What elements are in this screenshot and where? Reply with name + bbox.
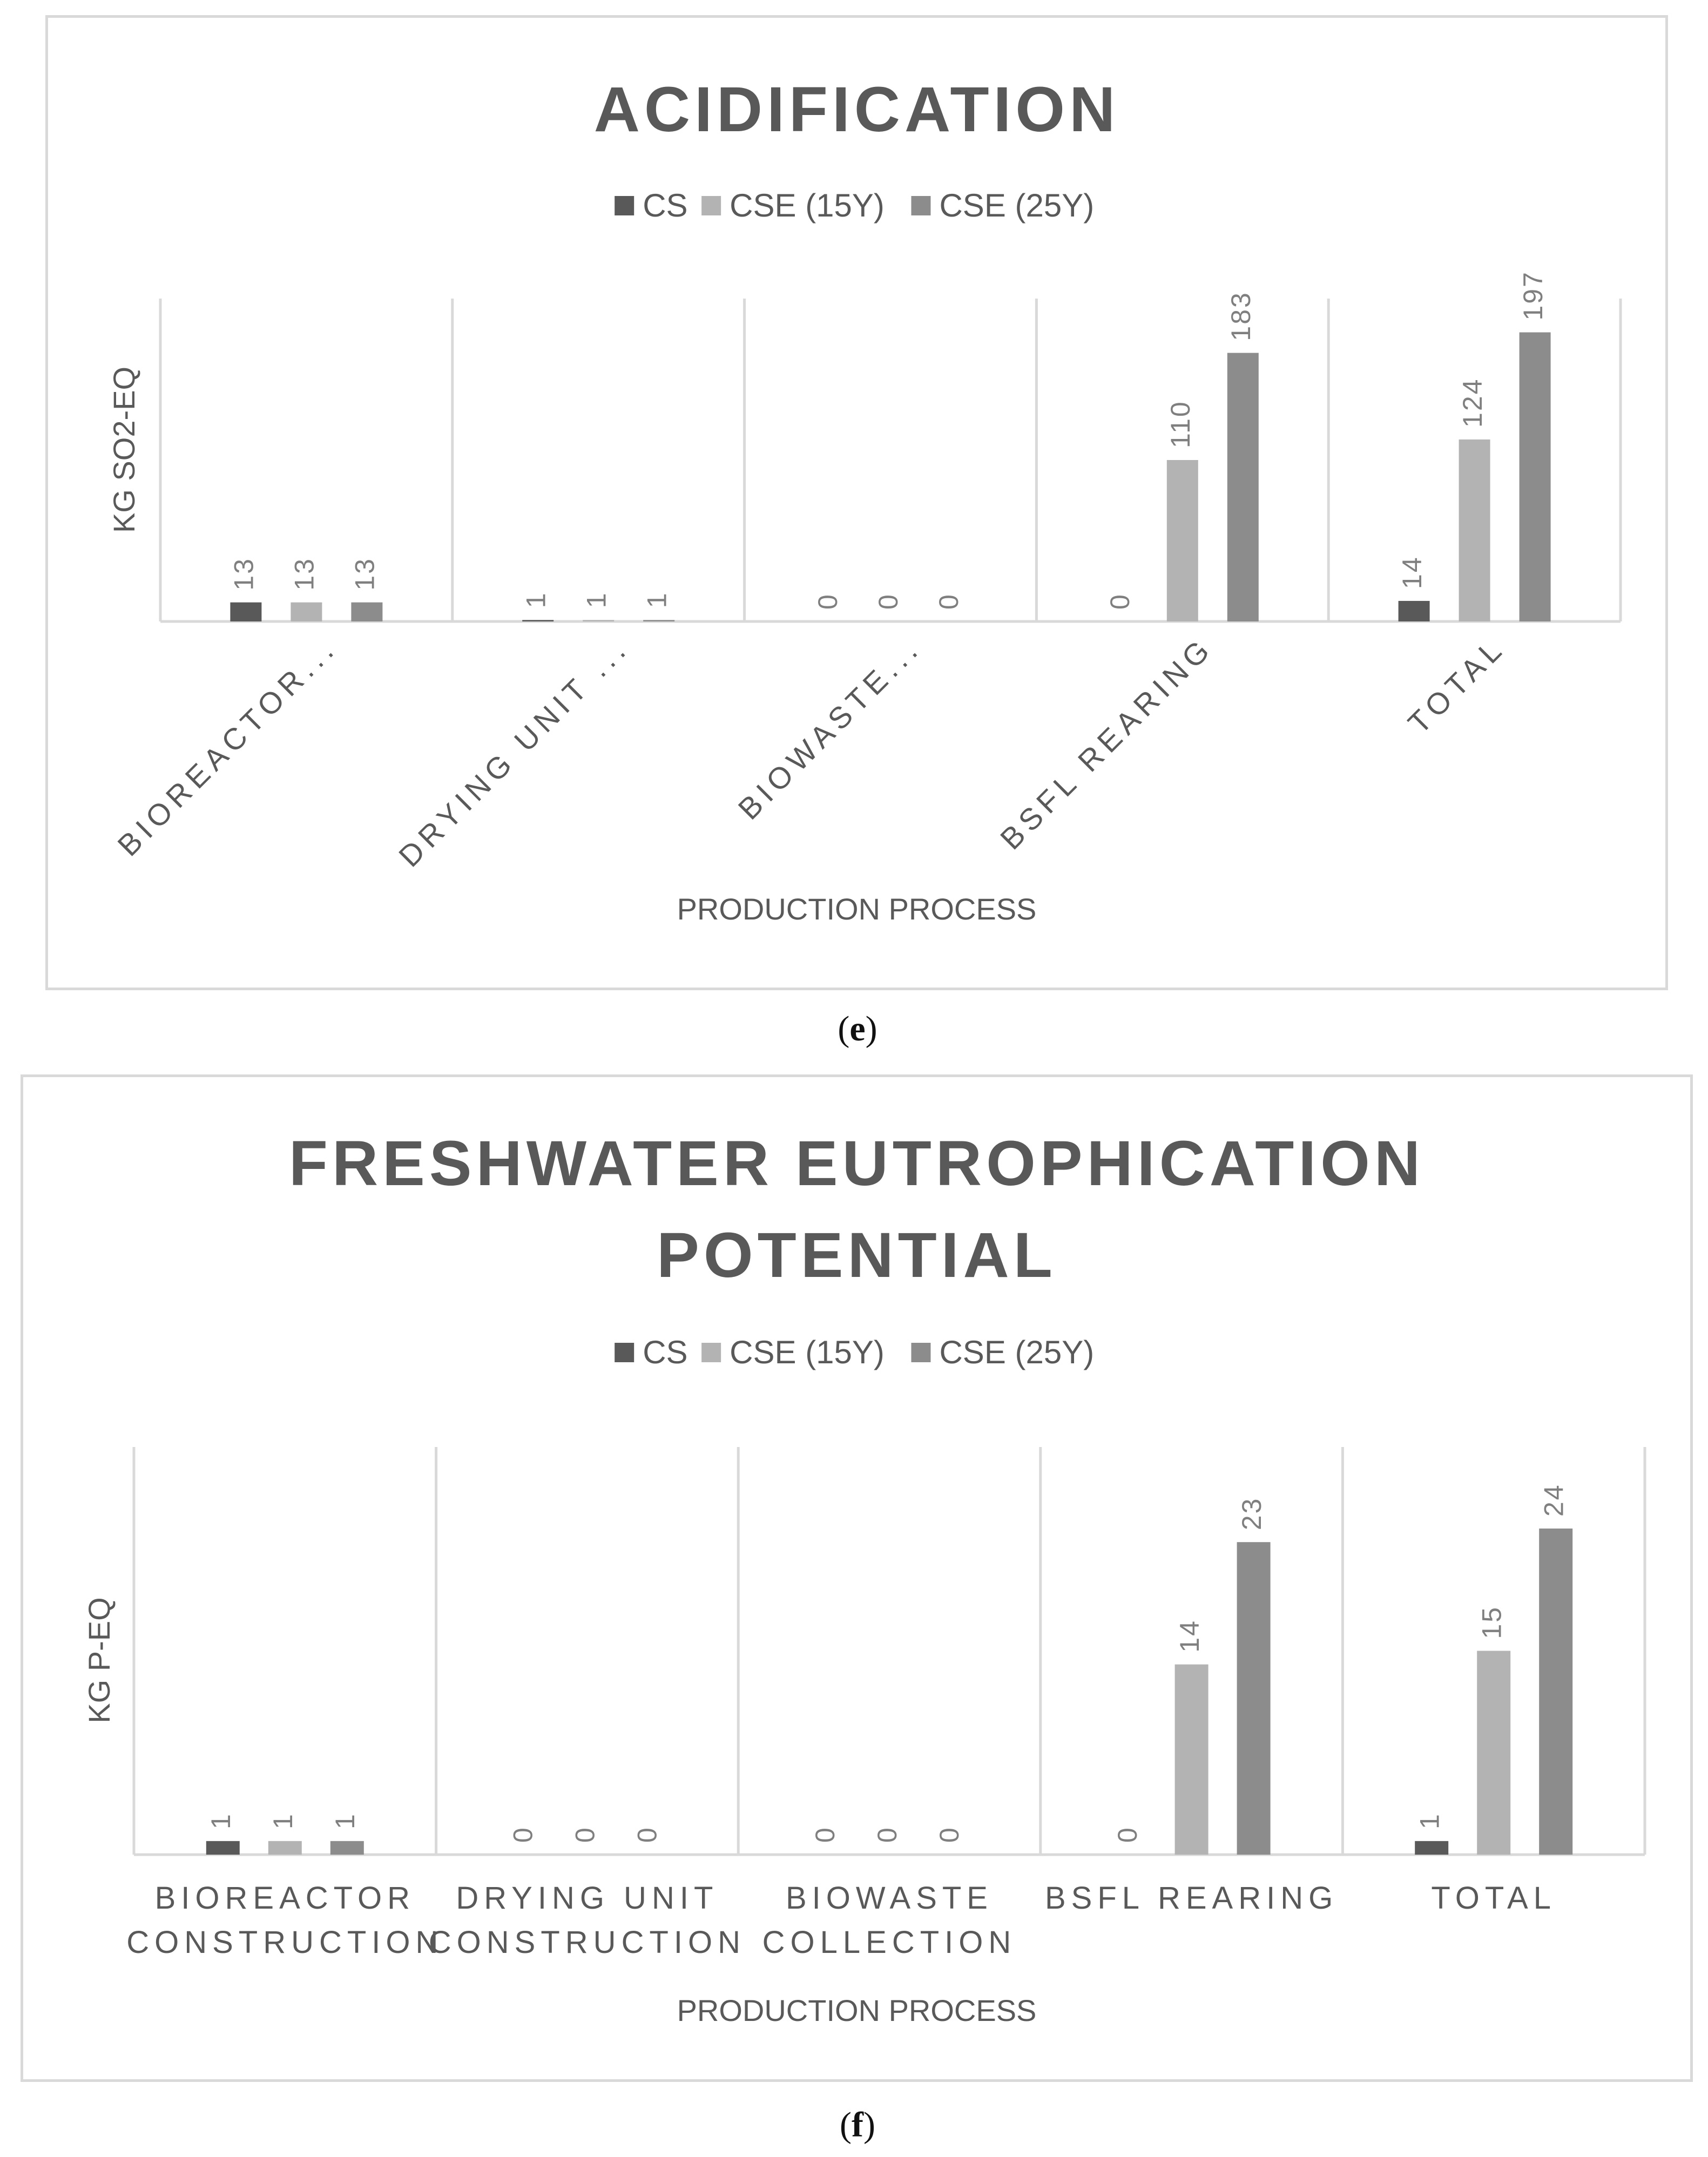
data-label: 1 bbox=[581, 591, 611, 608]
bar bbox=[1459, 439, 1490, 621]
category-label: BSFL REARING bbox=[994, 630, 1219, 856]
bar bbox=[291, 602, 322, 621]
legend-swatch bbox=[911, 196, 931, 215]
data-label: 15 bbox=[1476, 1606, 1507, 1639]
data-label: 0 bbox=[1105, 593, 1135, 610]
bar bbox=[1174, 1664, 1209, 1855]
chart-panel-freshwater-eutrophication: FRESHWATER EUTROPHICATION POTENTIAL CS CSE … bbox=[21, 1074, 1693, 2082]
bar bbox=[643, 620, 675, 621]
category-label: DRYING UNIT bbox=[456, 1881, 718, 1916]
data-label: 0 bbox=[934, 1826, 964, 1843]
data-label: 24 bbox=[1538, 1483, 1569, 1517]
data-label: 1 bbox=[521, 591, 551, 608]
category-label: BIOREACTOR... bbox=[111, 630, 343, 863]
legend-label: CSE (15Y) bbox=[730, 187, 885, 224]
category-label: CONSTRUCTION bbox=[126, 1925, 443, 1960]
legend-swatch bbox=[911, 1343, 931, 1362]
category-label: TOTAL bbox=[1401, 630, 1511, 740]
bar bbox=[1227, 353, 1259, 621]
data-label: 0 bbox=[810, 1826, 840, 1843]
category-label: BIOWASTE bbox=[786, 1881, 993, 1916]
bar bbox=[330, 1841, 364, 1855]
data-label: 13 bbox=[350, 557, 380, 591]
y-axis-title: KG SO2-EQ bbox=[107, 367, 141, 533]
chart-title: POTENTIAL bbox=[657, 1220, 1057, 1291]
acidification-chart: ACIDIFICATION CS CSE (15Y) CSE (25Y) 13 1 0 0 14… bbox=[107, 74, 1622, 926]
freshwater-eutrophication-chart: FRESHWATER EUTROPHICATION POTENTIAL CS CSE … bbox=[82, 1128, 1646, 2027]
legend-swatch bbox=[701, 196, 721, 215]
data-label: 23 bbox=[1237, 1497, 1267, 1531]
data-label: 0 bbox=[934, 593, 964, 610]
data-label: 197 bbox=[1518, 271, 1548, 320]
data-label: 0 bbox=[873, 593, 903, 610]
legend-label: CSE (25Y) bbox=[939, 187, 1094, 224]
category-label: CONSTRUCTION bbox=[429, 1925, 746, 1960]
legend-swatch bbox=[615, 196, 634, 215]
data-label: 0 bbox=[508, 1826, 538, 1843]
bar bbox=[522, 620, 554, 621]
category-label: COLLECTION bbox=[762, 1925, 1017, 1960]
bar bbox=[1539, 1529, 1573, 1855]
data-label: 0 bbox=[570, 1826, 600, 1843]
data-label: 13 bbox=[289, 557, 320, 591]
bar bbox=[268, 1841, 302, 1855]
data-label: 0 bbox=[1112, 1826, 1143, 1843]
data-label: 1 bbox=[206, 1813, 236, 1829]
category-label: BSFL REARING bbox=[1045, 1881, 1338, 1916]
panel-label-e: (e) bbox=[838, 1009, 877, 1049]
category-label: BIOREACTOR bbox=[155, 1881, 415, 1916]
legend-label: CSE (15Y) bbox=[730, 1334, 885, 1370]
data-label: 14 bbox=[1174, 1619, 1205, 1653]
data-label: 183 bbox=[1226, 291, 1256, 341]
bar bbox=[1398, 600, 1430, 621]
bar bbox=[1415, 1841, 1449, 1855]
legend-label: CS bbox=[643, 1334, 687, 1370]
data-label: 13 bbox=[229, 557, 259, 591]
x-axis-title: PRODUCTION PROCESS bbox=[677, 892, 1037, 926]
data-label: 0 bbox=[813, 593, 843, 610]
chart-title: ACIDIFICATION bbox=[594, 74, 1120, 145]
category-label: BIOWASTE... bbox=[732, 630, 928, 826]
bar bbox=[230, 602, 262, 621]
data-label: 1 bbox=[642, 591, 672, 608]
chart-panel-acidification: ACIDIFICATION CS CSE (15Y) CSE (25Y) 13 1 0 0 14… bbox=[45, 15, 1668, 990]
legend-label: CSE (25Y) bbox=[939, 1334, 1094, 1370]
bar bbox=[1166, 460, 1198, 621]
data-label: 110 bbox=[1165, 400, 1196, 448]
chart-title: FRESHWATER EUTROPHICATION bbox=[289, 1128, 1425, 1199]
bar bbox=[1477, 1651, 1511, 1855]
data-label: 1 bbox=[1414, 1813, 1444, 1829]
legend-swatch bbox=[615, 1343, 634, 1362]
bar bbox=[583, 620, 615, 621]
data-label: 0 bbox=[632, 1826, 663, 1843]
bar bbox=[351, 602, 383, 621]
bar bbox=[206, 1841, 240, 1855]
legend-label: CS bbox=[643, 187, 687, 224]
data-label: 1 bbox=[330, 1813, 360, 1829]
category-label: TOTAL bbox=[1431, 1881, 1556, 1916]
legend-swatch bbox=[701, 1343, 721, 1362]
x-axis-title: PRODUCTION PROCESS bbox=[677, 1993, 1037, 2027]
data-label: 0 bbox=[872, 1826, 902, 1843]
data-label: 14 bbox=[1397, 556, 1427, 589]
bar bbox=[1237, 1542, 1271, 1855]
panel-label-f: (f) bbox=[840, 2105, 875, 2145]
data-label: 124 bbox=[1457, 378, 1488, 428]
data-label: 1 bbox=[268, 1813, 298, 1829]
category-label: DRYING UNIT ... bbox=[392, 630, 636, 874]
y-axis-title: KG P-EQ bbox=[82, 1597, 116, 1723]
bar bbox=[1519, 332, 1551, 621]
